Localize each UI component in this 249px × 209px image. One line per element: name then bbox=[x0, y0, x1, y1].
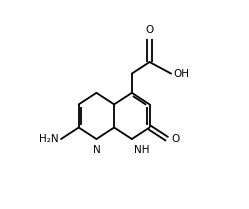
Text: N: N bbox=[93, 145, 100, 155]
Text: OH: OH bbox=[173, 69, 189, 79]
Text: NH: NH bbox=[134, 145, 150, 155]
Text: O: O bbox=[171, 134, 179, 144]
Text: H₂N: H₂N bbox=[39, 134, 59, 144]
Text: O: O bbox=[145, 25, 154, 35]
